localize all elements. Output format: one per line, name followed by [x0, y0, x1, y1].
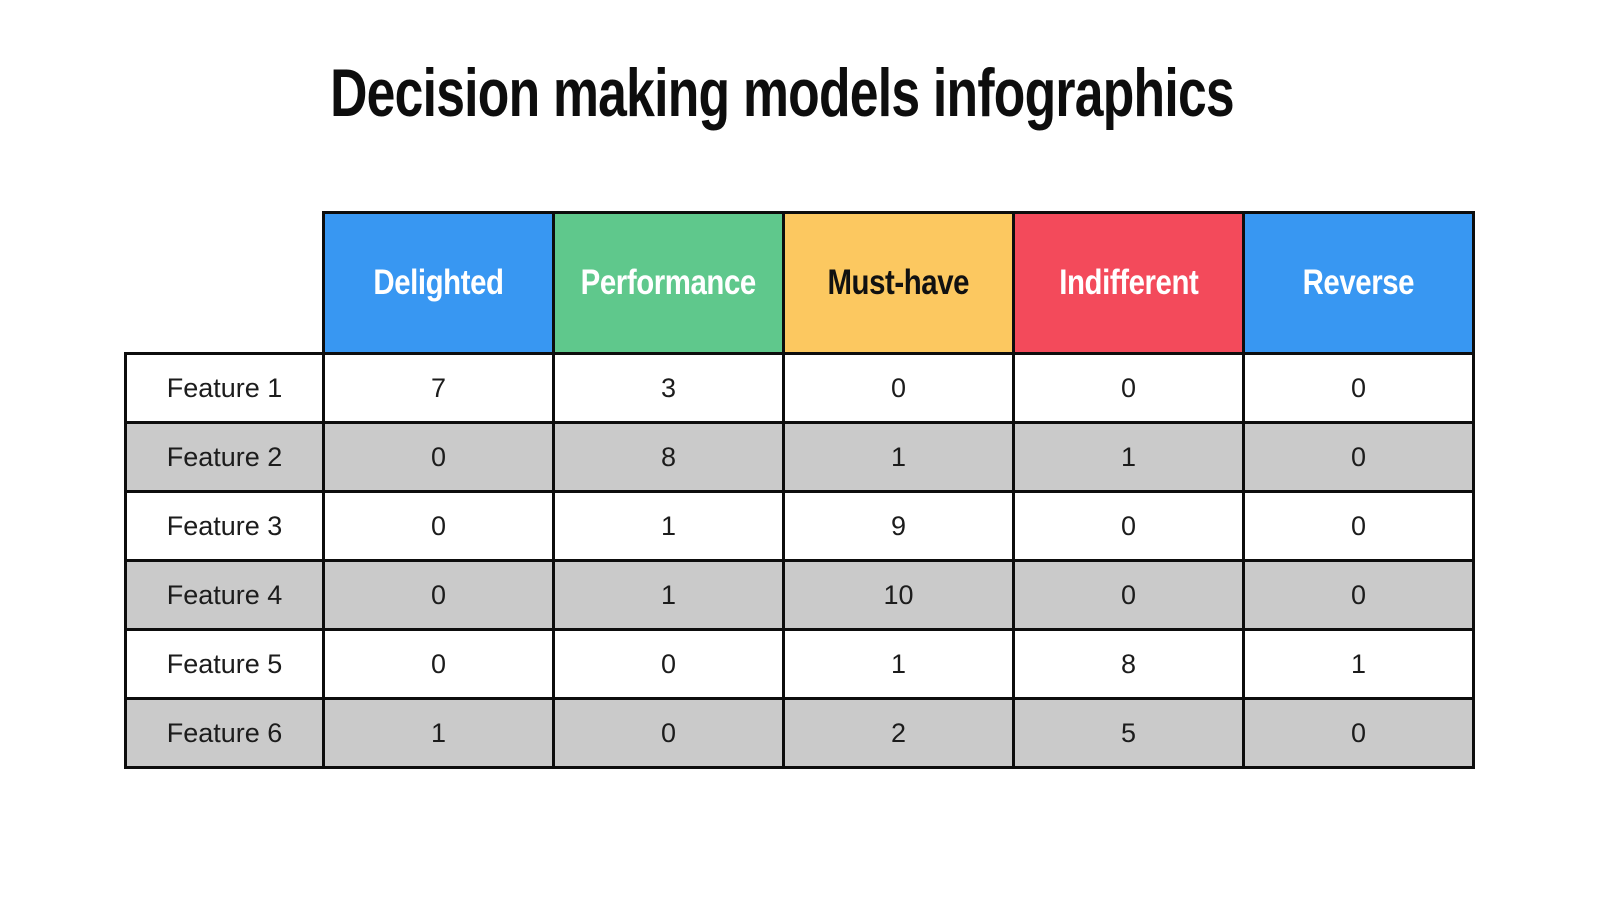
column-header-delighted: Delighted: [322, 211, 555, 355]
page-title: Decision making models infographics: [330, 55, 1235, 131]
kano-feature-table: Delighted Performance Must-have Indifferent…: [124, 211, 1475, 769]
row-label: Feature 6: [124, 697, 325, 769]
column-header-indifferent: Indifferent: [1012, 211, 1245, 355]
table-cell: 9: [782, 490, 1015, 562]
table-cell: 0: [1242, 352, 1475, 424]
table-cell: 0: [322, 490, 555, 562]
table-cell: 0: [552, 697, 785, 769]
table-cell: 1: [1242, 628, 1475, 700]
table-cell: 0: [1242, 559, 1475, 631]
table-cell: 0: [1242, 697, 1475, 769]
row-label: Feature 1: [124, 352, 325, 424]
column-header-label: Indifferent: [1058, 263, 1199, 302]
row-label: Feature 3: [124, 490, 325, 562]
table-cell: 1: [322, 697, 555, 769]
table-cell: 0: [1242, 421, 1475, 493]
table-cell: 8: [552, 421, 785, 493]
column-header-performance: Performance: [552, 211, 785, 355]
table-cell: 1: [782, 421, 1015, 493]
row-label: Feature 4: [124, 559, 325, 631]
table-cell: 1: [782, 628, 1015, 700]
table-cell: 3: [552, 352, 785, 424]
table-cell: 0: [1012, 490, 1245, 562]
column-header-label: Must-have: [827, 263, 970, 302]
table-cell: 0: [1012, 559, 1245, 631]
corner-cell: [126, 213, 324, 354]
table-cell: 10: [782, 559, 1015, 631]
table-row: Feature 4 0 1 10 0 0: [124, 559, 1475, 631]
column-header-label: Delighted: [373, 263, 504, 302]
row-label: Feature 2: [124, 421, 325, 493]
header-row: Delighted Performance Must-have Indifferent…: [126, 211, 1475, 355]
table-cell: 1: [552, 559, 785, 631]
column-header-must-have: Must-have: [782, 211, 1015, 355]
table-cell: 0: [1012, 352, 1245, 424]
table-cell: 1: [552, 490, 785, 562]
table-cell: 0: [552, 628, 785, 700]
table-cell: 1: [1012, 421, 1245, 493]
column-header-label: Reverse: [1302, 263, 1415, 302]
table-cell: 7: [322, 352, 555, 424]
table-cell: 5: [1012, 697, 1245, 769]
table-cell: 0: [322, 421, 555, 493]
table-cell: 0: [782, 352, 1015, 424]
column-header-label: Performance: [580, 263, 757, 302]
table-cell: 8: [1012, 628, 1245, 700]
table-cell: 0: [322, 628, 555, 700]
table-cell: 0: [322, 559, 555, 631]
column-header-reverse: Reverse: [1242, 211, 1475, 355]
table-cell: 2: [782, 697, 1015, 769]
table-cell: 0: [1242, 490, 1475, 562]
row-label: Feature 5: [124, 628, 325, 700]
